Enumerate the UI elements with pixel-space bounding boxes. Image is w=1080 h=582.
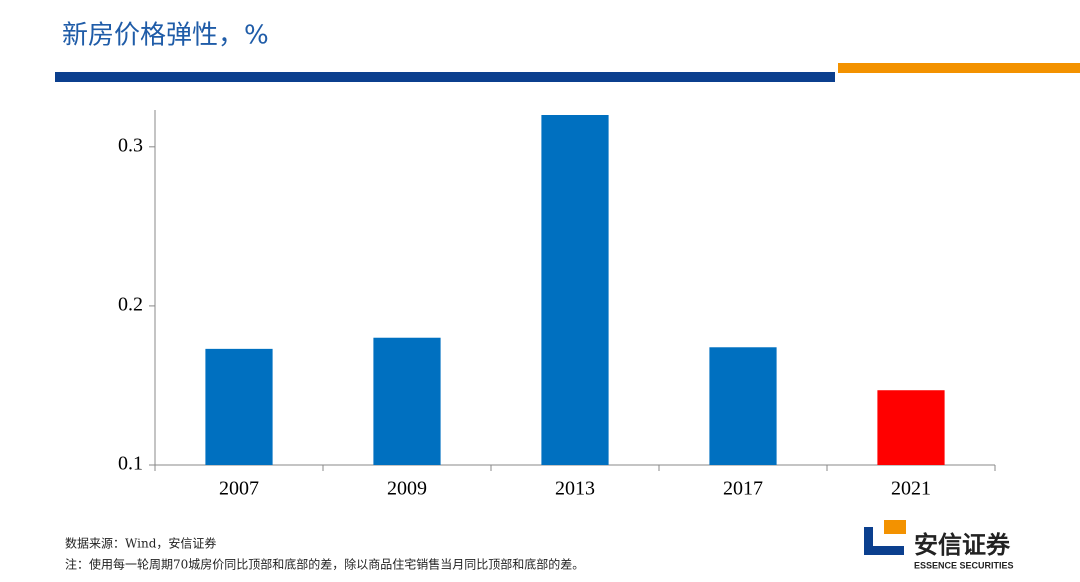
x-tick-label: 2017	[723, 478, 763, 500]
logo-icon	[864, 520, 906, 555]
y-tick-label: 0.3	[118, 134, 143, 156]
note: 注：使用每一轮周期70城房价同比顶部和底部的差，除以商品住宅销售当月同比顶部和底…	[65, 557, 584, 572]
header-bar	[55, 72, 835, 82]
x-tick-label: 2013	[555, 478, 595, 500]
bar	[541, 115, 609, 465]
bar	[709, 347, 777, 465]
y-tick-label: 0.2	[118, 294, 143, 316]
chart-title: 新房价格弹性，%	[62, 21, 269, 51]
header-accent	[838, 63, 1080, 73]
bar	[877, 390, 945, 465]
logo-english: ESSENCE SECURITIES	[914, 560, 1014, 570]
x-tick-label: 2007	[219, 478, 259, 500]
x-tick-label: 2009	[387, 478, 427, 500]
bar	[205, 348, 273, 465]
source: 数据来源：Wind，安信证券	[65, 536, 216, 551]
logo-name: 安信证券	[914, 531, 1011, 559]
bar	[373, 337, 441, 465]
x-tick-label: 2021	[891, 478, 931, 500]
y-tick-label: 0.1	[118, 453, 143, 475]
